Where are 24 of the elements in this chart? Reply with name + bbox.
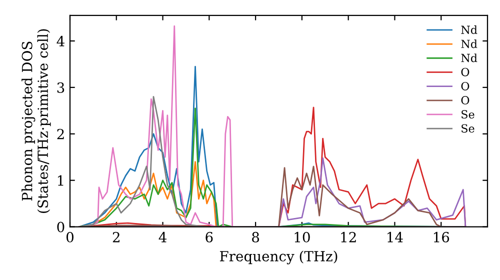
legend-label: Nd (461, 54, 478, 62)
x-tick-label: 14 (388, 232, 403, 242)
y-tick-label: 2 (57, 128, 64, 140)
legend-label: O (461, 68, 470, 76)
legend-label: Nd (461, 39, 478, 48)
legend-label: Se (462, 110, 474, 119)
x-tick-label: 8 (252, 232, 260, 242)
x-tick-label: 6 (206, 232, 213, 242)
x-tick-label: 10 (294, 232, 310, 242)
y-tick-label: 0 (57, 222, 64, 232)
y-tick-label: 3 (57, 82, 64, 93)
x-tick-label: 12 (341, 232, 356, 242)
x-tick-label: 4 (158, 232, 166, 242)
y-tick-label: 4 (56, 36, 64, 46)
x-tick-label: 16 (434, 232, 450, 242)
legend-label: O (461, 96, 470, 104)
x-tick-label: 2 (112, 232, 120, 242)
legend-label: Nd (461, 25, 478, 34)
x-tick-label: 0 (66, 232, 74, 242)
y-axis-title: Phonon projected DOS (States/THz·primitive cell) (22, 29, 51, 213)
x-axis-title: Frequency (THz) (220, 250, 338, 264)
legend-label: Se (462, 124, 474, 133)
legend-label: O (461, 82, 470, 90)
y-tick-label: 1 (58, 175, 64, 186)
